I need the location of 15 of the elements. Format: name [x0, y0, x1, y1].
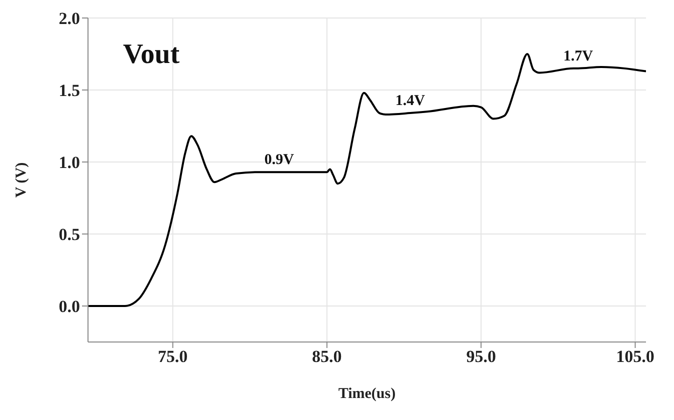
text: Vout — [123, 38, 180, 70]
y-axis-title: V (V) — [13, 162, 30, 198]
y-tick-label: 0.0 — [58, 297, 80, 316]
x-axis-title: Time(us) — [338, 386, 396, 402]
x-tick-label: 95.0 — [466, 347, 496, 366]
x-tick-label: 75.0 — [158, 347, 188, 366]
annotation: 0.9V — [264, 152, 294, 168]
y-tick-label: 2.0 — [58, 9, 80, 28]
x-tick-label: 105.0 — [616, 347, 654, 366]
y-tick-label: 0.5 — [58, 225, 80, 244]
y-tick-label: 1.5 — [58, 81, 80, 100]
annotation: 1.7V — [563, 48, 594, 64]
y-tick-label: 1.0 — [58, 153, 80, 172]
annotation: 1.4V — [395, 93, 426, 110]
x-tick-label: 85.0 — [312, 347, 342, 366]
